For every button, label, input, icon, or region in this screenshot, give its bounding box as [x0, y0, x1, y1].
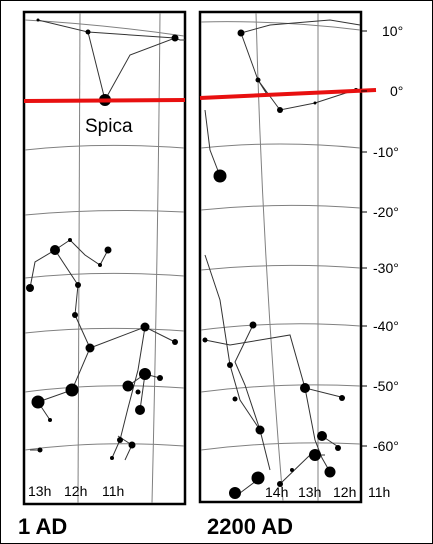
declination-label-minus-20: -20° [373, 204, 399, 220]
panel-1-ad: Spica 13h 12h 11h [22, 10, 187, 506]
hour-label-13h: 13h [28, 483, 51, 499]
coordinate-grid [24, 12, 185, 504]
caption-1-ad: 1 AD [18, 514, 67, 539]
declination-label-10: 10° [382, 23, 403, 39]
declination-label-minus-30: -30° [373, 260, 399, 276]
celestial-equator-line [199, 88, 377, 100]
caption-2200-ad: 2200 AD [207, 514, 293, 539]
hour-label-12h: 12h [333, 484, 356, 500]
declination-label-0: 0° [390, 83, 403, 99]
hour-label-12h: 12h [64, 483, 87, 499]
declination-label-minus-60: -60° [373, 438, 399, 454]
declination-label-minus-40: -40° [373, 318, 399, 334]
panel-border [22, 10, 187, 506]
hour-label-13h: 13h [298, 484, 321, 500]
declination-label-minus-50: -50° [373, 378, 399, 394]
hour-label-14h: 14h [265, 484, 288, 500]
hour-label-11h: 11h [102, 483, 124, 499]
spica-label: Spica [85, 116, 133, 137]
celestial-equator-line [23, 98, 186, 103]
declination-label-minus-10: -10° [373, 144, 399, 160]
stars [26, 18, 179, 460]
hour-label-11h: 11h [368, 484, 390, 500]
panel-2200-ad: 14h 13h 12h 11h [198, 10, 390, 504]
stars [202, 29, 358, 499]
declination-scale: 10° 0° -10° -20° -30° -40° -50° -60° [361, 23, 403, 454]
panel-border [198, 10, 363, 504]
